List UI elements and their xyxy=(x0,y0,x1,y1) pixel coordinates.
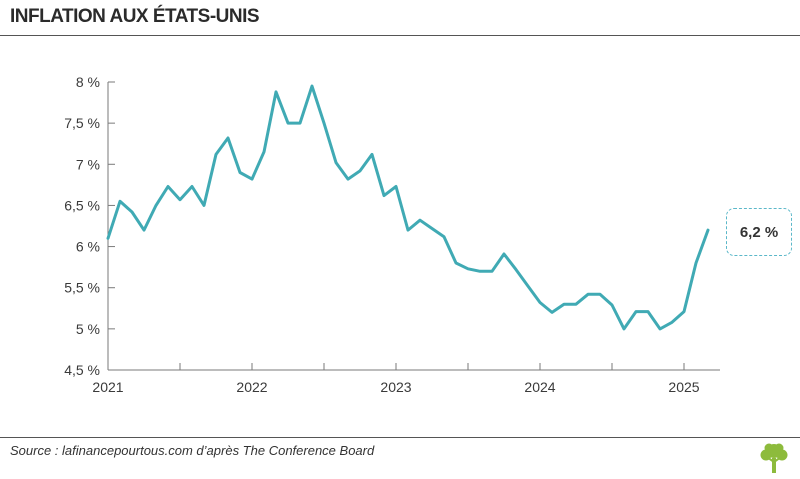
footer-divider xyxy=(0,437,800,438)
y-tick-label: 5 % xyxy=(76,321,100,337)
y-tick-label: 7,5 % xyxy=(64,115,100,131)
latest-value-callout: 6,2 % xyxy=(726,208,792,256)
inflation-series-line xyxy=(106,84,710,331)
y-axis-ticks: 4,5 % 5 % 5,5 % 6 % 6,5 % 7 % 7,5 % 8 % xyxy=(64,74,115,378)
chart-axes xyxy=(107,82,720,371)
line-chart: 4,5 %5 %5,5 %6 %6,5 %7 %7,5 %8 % 2021 202… xyxy=(64,74,720,395)
x-tick-label: 2021 xyxy=(92,379,123,395)
y-tick-label: 6 % xyxy=(76,239,100,255)
y-tick-label: 7 % xyxy=(76,156,100,172)
x-tick-label: 2025 xyxy=(668,379,699,395)
title-divider xyxy=(0,35,800,36)
y-tick-label: 6,5 % xyxy=(64,197,100,213)
y-tick-label: 8 % xyxy=(76,74,100,90)
x-axis-ticks: 2021 2022 2023 2024 2025 xyxy=(92,363,700,395)
y-tick-label: 5,5 % xyxy=(64,280,100,296)
series-layer xyxy=(106,84,710,331)
x-tick-label: 2023 xyxy=(380,379,411,395)
x-tick-label: 2024 xyxy=(524,379,555,395)
y-tick-label: 4,5 % xyxy=(64,362,100,378)
chart-title: INFLATION AUX ÉTATS-UNIS xyxy=(10,6,260,27)
x-tick-label: 2022 xyxy=(236,379,267,395)
tree-logo-icon xyxy=(760,443,788,473)
source-note: Source : lafinancepourtous.com d’après T… xyxy=(10,443,375,458)
